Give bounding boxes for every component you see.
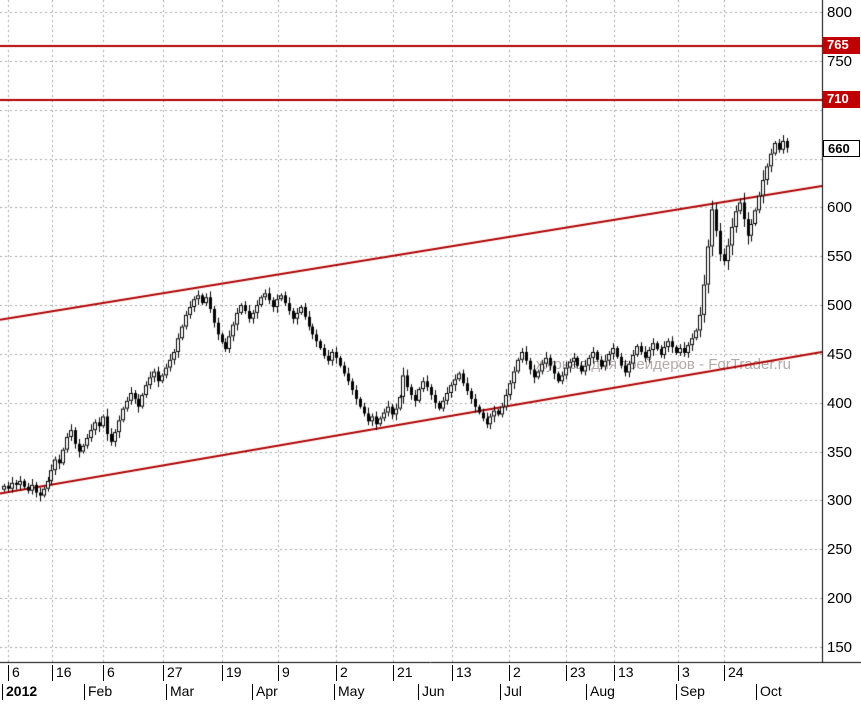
y-axis-label: 500 xyxy=(827,297,853,315)
x-axis-month-label: Apr xyxy=(252,684,278,700)
x-axis-day-label: 21 xyxy=(393,665,413,681)
x-axis-day-label: 2 xyxy=(336,665,348,681)
x-axis-day-label: 27 xyxy=(163,665,183,681)
y-axis-label: 350 xyxy=(827,443,853,461)
x-axis-day-label: 3 xyxy=(678,665,690,681)
x-axis-day-label: 19 xyxy=(222,665,242,681)
resistance-price-label: 765 xyxy=(823,37,860,55)
y-axis-label: 200 xyxy=(827,590,853,608)
x-axis-day-label: 13 xyxy=(452,665,472,681)
y-axis-label: 750 xyxy=(827,52,853,70)
y-axis-label: 300 xyxy=(827,492,853,510)
x-axis-month-label: Jun xyxy=(418,684,445,700)
x-axis-day-label: 16 xyxy=(52,665,72,681)
y-axis-label: 450 xyxy=(827,345,853,363)
y-axis-label: 150 xyxy=(827,639,853,656)
x-axis-day-label: 6 xyxy=(8,665,20,681)
x-axis-day-label: 2 xyxy=(509,665,521,681)
x-axis-day-label: 23 xyxy=(566,665,586,681)
last-price-label: 660 xyxy=(823,139,860,157)
y-axis-label: 800 xyxy=(827,4,853,21)
x-axis-day-label: 24 xyxy=(724,665,744,681)
y-axis-label: 400 xyxy=(827,394,853,412)
y-axis-label: 550 xyxy=(827,248,853,266)
x-axis-month-label: Aug xyxy=(586,684,615,700)
x-axis-month-label: Mar xyxy=(166,684,194,700)
x-axis-month-label: May xyxy=(334,684,364,700)
y-axis-label: 600 xyxy=(827,199,853,217)
x-axis-month-label: 2012 xyxy=(2,684,37,700)
resistance-price-label: 710 xyxy=(823,90,860,108)
x-axis-day-label: 6 xyxy=(103,665,115,681)
y-axis-label: 250 xyxy=(827,541,853,559)
x-axis-month-label: Oct xyxy=(756,684,782,700)
x-axis-day-label: 9 xyxy=(278,665,290,681)
x-axis-month-label: Feb xyxy=(84,684,112,700)
x-axis-day-label: 13 xyxy=(614,665,634,681)
x-axis-month-label: Jul xyxy=(500,684,522,700)
x-axis-month-label: Sep xyxy=(676,684,705,700)
